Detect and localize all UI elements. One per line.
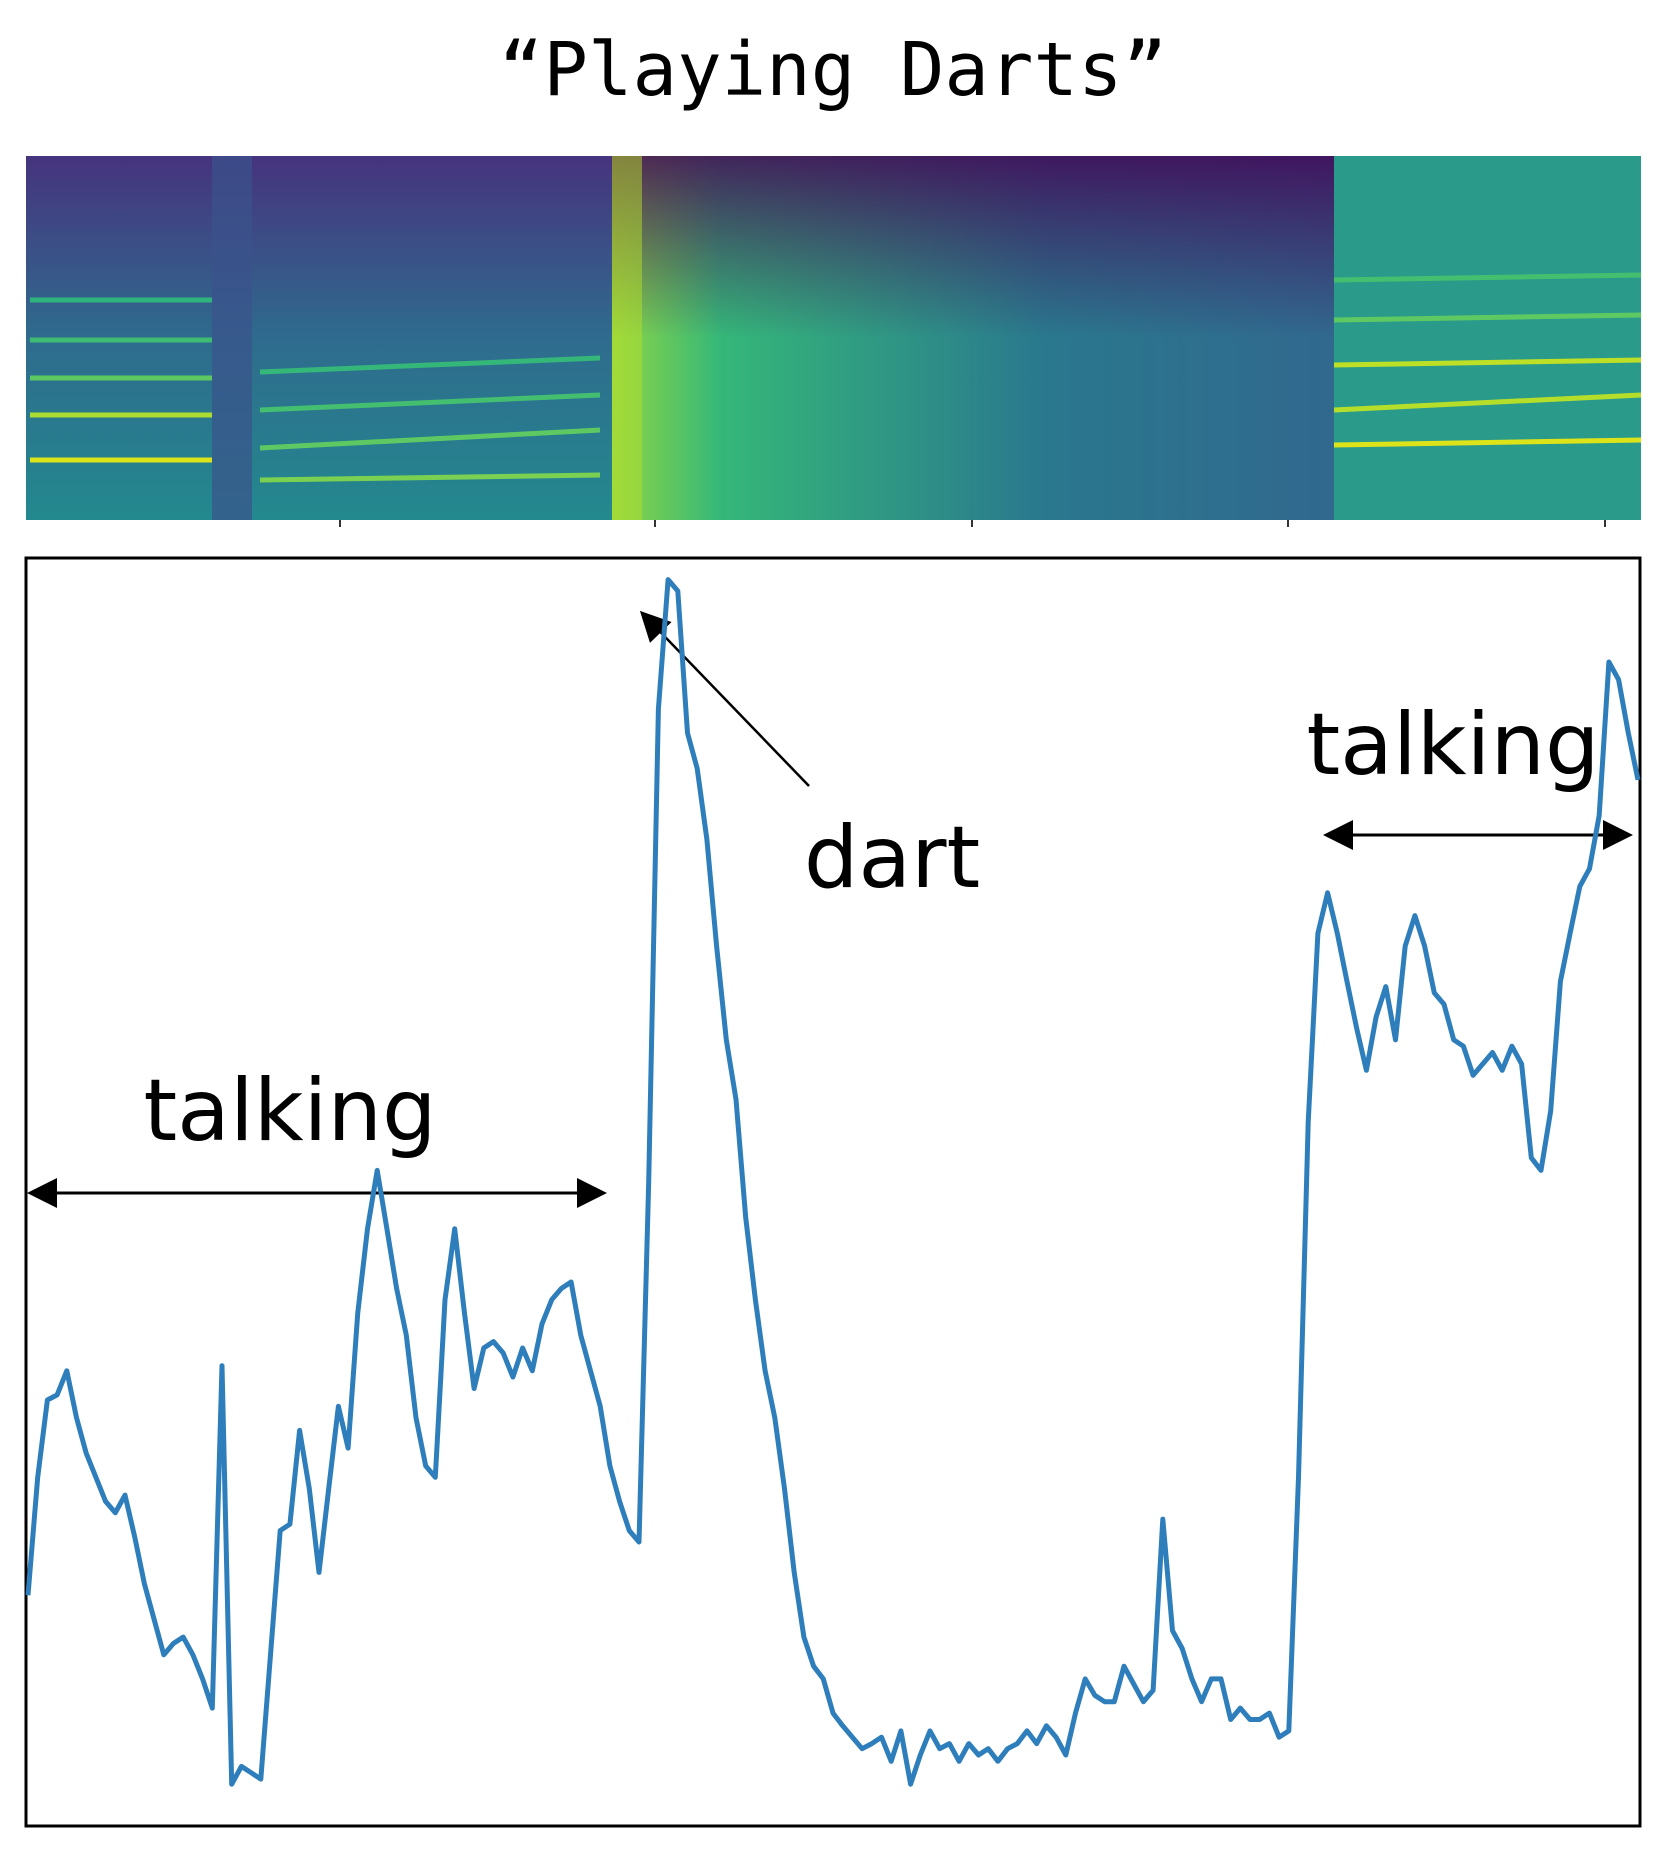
title: “Playing Darts” bbox=[499, 27, 1167, 113]
arrow bbox=[639, 610, 810, 787]
spectrogram bbox=[26, 156, 1642, 527]
annotation: dart bbox=[804, 808, 980, 908]
annotations: talking dart talking bbox=[26, 610, 1633, 1208]
data-line bbox=[25, 577, 1641, 1787]
annotation: talking bbox=[143, 1061, 436, 1161]
annotation: talking bbox=[1306, 695, 1599, 795]
